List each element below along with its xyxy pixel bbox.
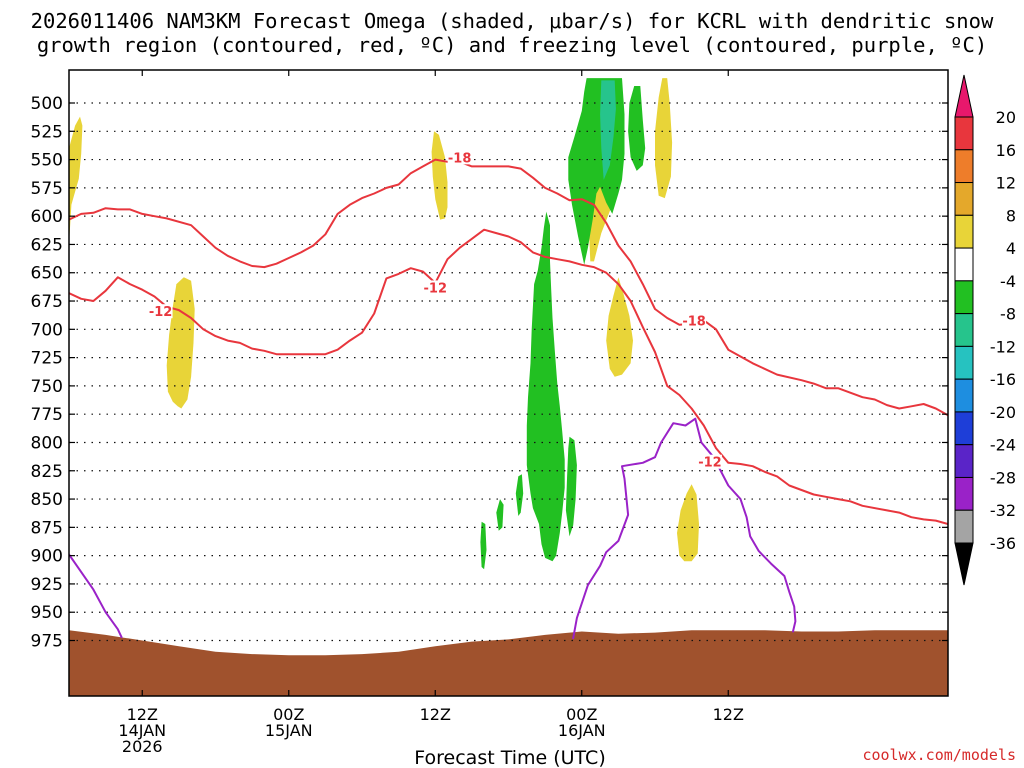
y-tick-label-700: 700 — [31, 320, 63, 340]
colorbar-label-13: -36 — [990, 534, 1016, 553]
y-tick-label-775: 775 — [31, 405, 63, 425]
omega-region-5 — [606, 277, 633, 377]
contour-label-bg-1 — [447, 150, 472, 165]
omega-region-10 — [526, 211, 565, 562]
omega-region-14 — [480, 521, 487, 570]
contour-freezing_level_0C-3 — [69, 553, 123, 639]
colorbar-label-9: -20 — [990, 403, 1016, 422]
plot-shading-layer — [69, 78, 948, 696]
colorbar-swatch-10 — [954, 411, 974, 446]
y-tick-label-675: 675 — [31, 292, 63, 312]
contour-label-3: -12 — [424, 281, 448, 296]
omega-region-2 — [166, 277, 195, 409]
plot-frame — [68, 69, 949, 697]
omega-region-15 — [600, 80, 616, 180]
colorbar-swatch-2 — [954, 149, 974, 184]
contour-label-4: -18 — [682, 314, 706, 329]
omega-region-13 — [496, 499, 504, 531]
colorbar-swatch-6 — [954, 280, 974, 315]
colorbar-label-12: -32 — [990, 501, 1016, 520]
y-tick-label-825: 825 — [31, 462, 63, 482]
y-tick-label-575: 575 — [31, 179, 63, 199]
contour-label-bg-4 — [682, 313, 707, 328]
contour-label-bg-2 — [148, 304, 173, 319]
colorbar-swatch-13 — [954, 509, 974, 544]
contour-label-bg-5 — [697, 454, 722, 469]
terrain-fill — [69, 630, 948, 696]
colorbar: 20 16 12 8 4 -4 -8 -12 -16 -20 -24 -28 -32 -36 — [954, 74, 1016, 586]
omega-region-7 — [677, 484, 699, 562]
colorbar-label-3: 8 — [1006, 206, 1016, 225]
x-tick-label-30-0: 12Z — [420, 705, 451, 724]
y-tick-label-900: 900 — [31, 547, 63, 567]
chart-title-line2: growth region (contoured, red, ºC) and f… — [37, 33, 987, 57]
colorbar-top-arrow — [954, 74, 974, 118]
colorbar-bottom-arrow — [954, 542, 974, 586]
y-axis: 500 525 550 575 600 625 650 675 700 725 750 775 800 8… — [31, 94, 948, 652]
colorbar-swatch-8 — [954, 345, 974, 380]
omega-region-12 — [515, 474, 524, 516]
colorbar-swatch-1 — [954, 116, 974, 151]
colorbar-swatch-5 — [954, 247, 974, 282]
x-tick-label-6-0: 12Z — [127, 705, 158, 724]
colorbar-label-8: -16 — [990, 370, 1016, 389]
y-tick-label-600: 600 — [31, 207, 63, 227]
x-tick-label-6-2: 2026 — [122, 737, 163, 756]
colorbar-swatch-3 — [954, 182, 974, 216]
colorbar-swatch-12 — [954, 476, 974, 511]
chart-title-line1: 2026011406 NAM3KM Forecast Omega (shaded… — [31, 9, 994, 33]
colorbar-swatch-11 — [954, 444, 974, 478]
y-tick-label-950: 950 — [31, 603, 63, 623]
y-tick-label-750: 750 — [31, 377, 63, 397]
credit-text: coolwx.com/models — [862, 746, 1016, 764]
colorbar-label-5: -4 — [1000, 272, 1016, 291]
y-tick-label-975: 975 — [31, 632, 63, 652]
x-axis-label: Forecast Time (UTC) — [414, 747, 605, 768]
x-tick-label-42-0: 00Z — [566, 705, 597, 724]
omega-region-6 — [655, 78, 673, 199]
y-tick-label-625: 625 — [31, 235, 63, 255]
colorbar-label-4: 4 — [1006, 239, 1016, 258]
y-tick-label-925: 925 — [31, 575, 63, 595]
colorbar-swatch-7 — [954, 313, 974, 347]
y-tick-label-800: 800 — [31, 433, 63, 453]
plot-grid — [69, 102, 948, 642]
omega-region-11 — [565, 436, 577, 537]
colorbar-swatch-9 — [954, 378, 974, 413]
colorbar-swatch-4 — [954, 214, 974, 249]
plot-contour-layer: -18 -12 -12 -18 -12 — [69, 150, 948, 640]
y-tick-label-525: 525 — [31, 122, 63, 142]
x-tick-label-6-1: 14JAN — [118, 721, 166, 740]
colorbar-label-11: -28 — [990, 468, 1016, 487]
contour-label-5: -12 — [698, 456, 722, 471]
omega-region-9 — [628, 86, 646, 171]
colorbar-label-7: -12 — [990, 337, 1016, 356]
contour-minus18C-1 — [69, 158, 948, 417]
y-tick-label-725: 725 — [31, 349, 63, 369]
x-tick-label-54-0: 12Z — [713, 705, 744, 724]
x-tick-label-18-1: 15JAN — [265, 721, 313, 740]
y-tick-label-875: 875 — [31, 518, 63, 538]
contour-label-2: -12 — [149, 305, 173, 320]
y-tick-label-550: 550 — [31, 151, 63, 171]
colorbar-label-1: 16 — [996, 141, 1016, 160]
contour-minus12C-2 — [69, 228, 948, 525]
omega-region-3 — [431, 131, 448, 220]
colorbar-label-2: 12 — [996, 174, 1016, 193]
contour-freezing_level_0C-4 — [572, 417, 797, 640]
y-tick-label-500: 500 — [31, 94, 63, 114]
colorbar-label-6: -8 — [1000, 305, 1016, 324]
x-tick-label-42-1: 16JAN — [558, 721, 606, 740]
y-tick-label-850: 850 — [31, 490, 63, 510]
contour-label-1: -18 — [448, 151, 472, 166]
contour-label-bg-3 — [423, 280, 448, 295]
x-tick-label-18-0: 00Z — [273, 705, 304, 724]
colorbar-label-0: 20 — [996, 108, 1016, 127]
omega-region-1 — [69, 116, 83, 245]
y-tick-label-650: 650 — [31, 264, 63, 284]
colorbar-label-10: -24 — [990, 436, 1016, 455]
